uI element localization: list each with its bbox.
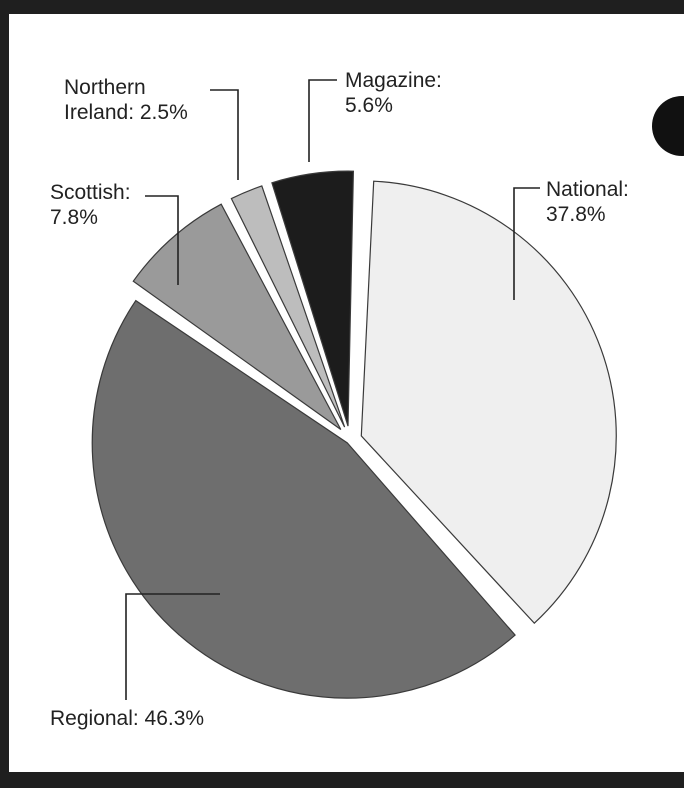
pie-slice-scottish — [132, 203, 342, 430]
pie-slices — [91, 170, 617, 699]
slice-label-northern-ireland-line-2: Ireland: 2.5% — [64, 101, 188, 124]
slice-label-regional: Regional: 46.3% — [50, 707, 204, 730]
slice-label-national-line-1: National: — [546, 178, 629, 201]
slice-label-northern-ireland: Northern Ireland: 2.5% — [64, 76, 188, 124]
pie-slice-northern-ireland — [230, 185, 346, 428]
slice-label-regional-line-1: Regional: 46.3% — [50, 707, 204, 730]
pie-slice-magazine — [271, 170, 355, 427]
leader-scottish — [145, 195, 179, 285]
slice-label-scottish: Scottish: 7.8% — [50, 181, 136, 229]
pie-slice-national — [360, 180, 617, 625]
slice-label-scottish-line-1: Scottish: — [50, 181, 131, 204]
leader-national — [513, 187, 540, 300]
leader-magazine — [308, 79, 337, 162]
leader-northern-ireland — [210, 89, 239, 180]
slice-label-magazine: Magazine: 5.6% — [345, 69, 448, 117]
pie-slice-regional — [91, 299, 516, 699]
slice-label-scottish-line-2: 7.8% — [50, 206, 98, 229]
slice-label-northern-ireland-line-1: Northern — [64, 76, 146, 99]
slice-label-national-line-2: 37.8% — [546, 203, 606, 226]
leader-regional — [125, 593, 220, 700]
slice-label-magazine-line-1: Magazine: — [345, 69, 442, 92]
label-leader-lines — [125, 79, 540, 700]
slice-label-magazine-line-2: 5.6% — [345, 94, 393, 117]
slice-label-national: National: 37.8% — [546, 178, 635, 226]
